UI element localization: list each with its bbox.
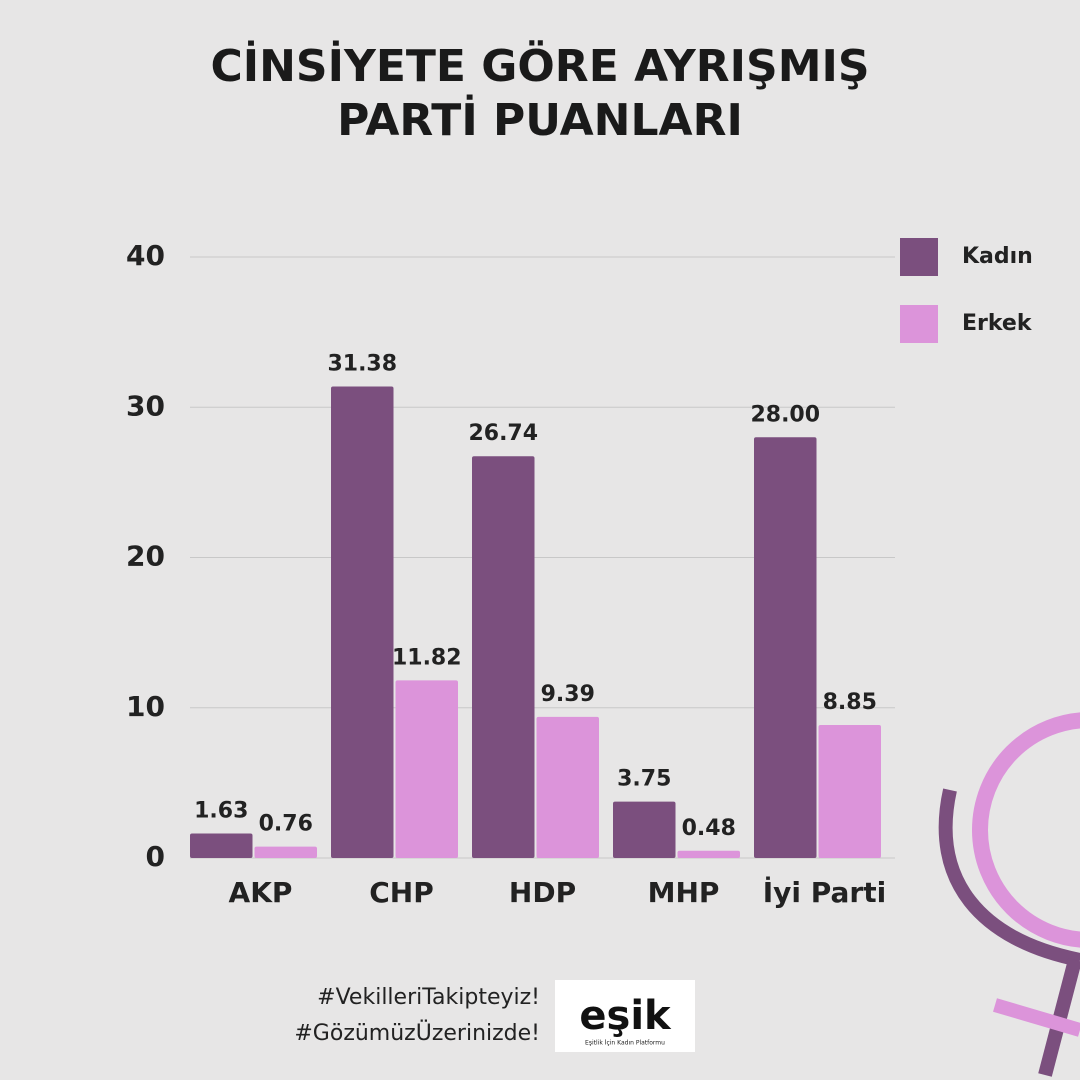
value-label: 31.38 xyxy=(327,352,397,377)
value-label: 26.74 xyxy=(468,421,538,446)
x-tick-label: İyi Parti xyxy=(763,875,886,909)
bar xyxy=(818,725,881,858)
logo-name: eşik xyxy=(579,993,672,1039)
bar xyxy=(331,386,394,858)
legend-swatch xyxy=(900,238,938,276)
bar xyxy=(754,437,817,858)
value-label: 0.76 xyxy=(259,812,313,837)
symbol-bar xyxy=(993,998,1080,1037)
value-label: 28.00 xyxy=(750,402,820,427)
x-tick-label: MHP xyxy=(648,876,720,909)
legend-label: Kadın xyxy=(962,244,1033,269)
y-tick-label: 30 xyxy=(126,389,165,422)
value-label: 1.63 xyxy=(194,799,248,824)
y-tick-label: 40 xyxy=(126,239,165,272)
value-label: 3.75 xyxy=(617,767,671,792)
hashtag: #GözümüzÜzerinizde! xyxy=(294,1020,540,1046)
bar xyxy=(472,456,535,858)
legend-label: Erkek xyxy=(962,311,1033,336)
female-symbol xyxy=(938,712,1080,1077)
logo-box xyxy=(555,980,695,1052)
value-label: 11.82 xyxy=(392,645,462,670)
y-tick-label: 20 xyxy=(126,540,165,573)
y-tick-label: 0 xyxy=(146,840,165,873)
logo-tagline: Eşitlik İçin Kadın Platformu xyxy=(585,1040,665,1047)
x-tick-label: HDP xyxy=(509,876,576,909)
bar xyxy=(613,801,676,858)
symbol-arc xyxy=(938,788,1080,967)
bar xyxy=(677,850,740,858)
value-label: 9.39 xyxy=(541,682,595,707)
bar xyxy=(536,716,599,858)
legend-swatch xyxy=(900,305,938,343)
symbol-circle xyxy=(972,712,1080,948)
value-label: 8.85 xyxy=(823,690,877,715)
bar xyxy=(190,833,253,858)
hashtag: #VekilleriTakipteyiz! xyxy=(317,985,540,1010)
bar xyxy=(254,846,317,858)
x-tick-label: AKP xyxy=(229,876,293,909)
y-tick-label: 10 xyxy=(126,690,165,723)
chart-title: CİNSİYETE GÖRE AYRIŞMIŞ PARTİ PUANLARI xyxy=(210,41,870,146)
bar xyxy=(395,680,458,858)
x-tick-label: CHP xyxy=(369,876,434,909)
value-label: 0.48 xyxy=(682,816,736,841)
